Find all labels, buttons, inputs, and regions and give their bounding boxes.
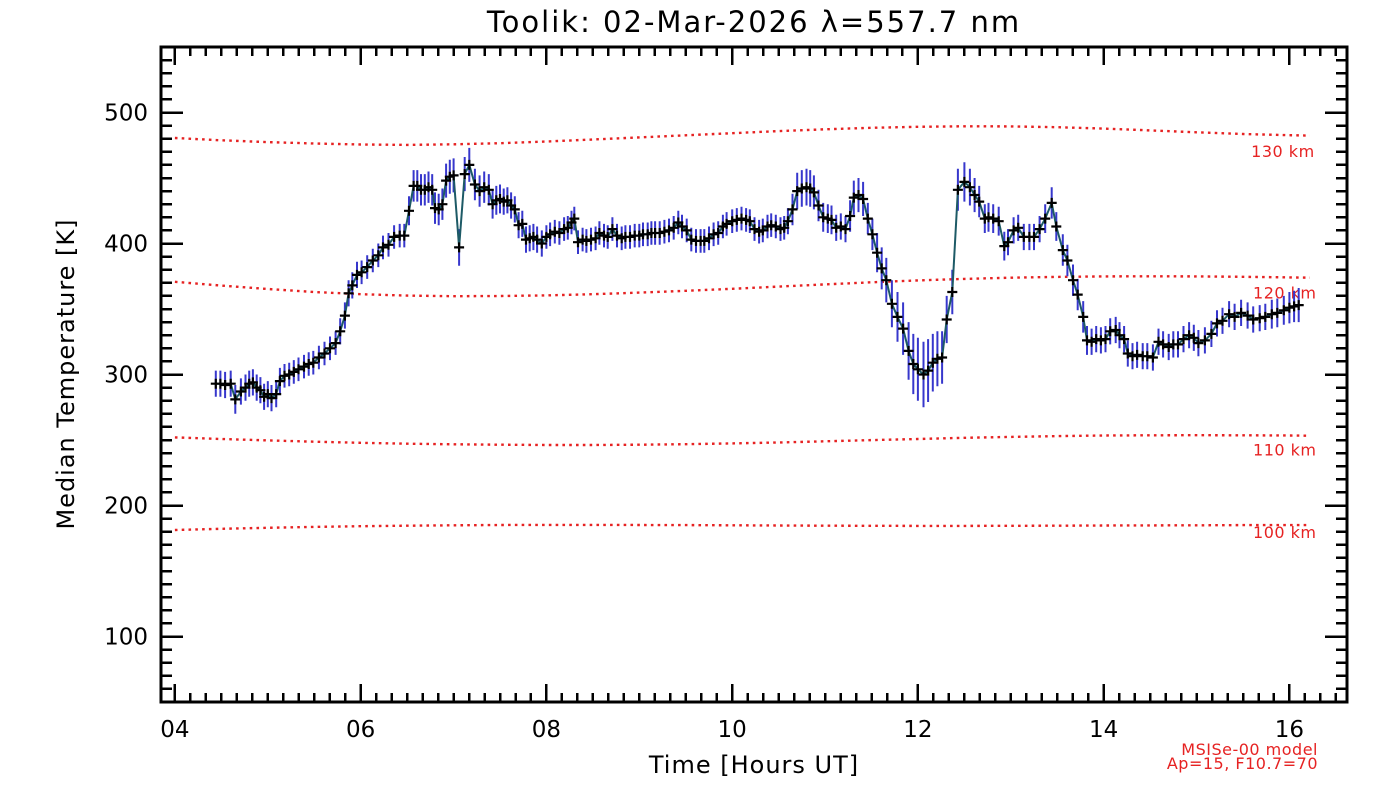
y-tick-labels: 100 200 300 400 500 (104, 101, 148, 651)
x-tick-label: 08 (532, 717, 561, 743)
model-curve-msis-130km (174, 125, 1310, 147)
x-tick-label: 04 (160, 717, 189, 743)
x-tick-label: 06 (346, 717, 375, 743)
model-curve-msis-110km (174, 434, 1310, 447)
x-tick-labels: 04 06 08 10 12 14 16 (160, 717, 1304, 743)
y-tick-label: 100 (104, 625, 148, 651)
model-annotation-line1: MSISe-00 model (1181, 740, 1318, 759)
model-curve-label-msis-120km: 120 km (1253, 283, 1316, 302)
model-curve-msis-100km (174, 523, 1310, 532)
y-tick-label: 500 (104, 101, 148, 127)
error-bars (214, 147, 1300, 414)
model-curve-label-msis-100km: 100 km (1253, 523, 1316, 542)
axis-ticks (161, 47, 1347, 702)
plus-markers (210, 159, 1304, 405)
plot-frame (159, 45, 1349, 704)
chart-title: Toolik: 02-Mar-2026 λ=557.7 nm (486, 5, 1022, 39)
x-tick-label: 16 (1275, 717, 1304, 743)
x-axis-title: Time [Hours UT] (648, 751, 860, 779)
x-tick-label: 12 (903, 717, 932, 743)
x-tick-label: 14 (1089, 717, 1118, 743)
x-tick-label: 10 (718, 717, 747, 743)
y-tick-label: 400 (104, 232, 148, 258)
model-curve-label-msis-130km: 130 km (1251, 142, 1314, 161)
model-annotation-line2: Ap=15, F10.7=70 (1166, 754, 1318, 773)
model-curve-label-msis-110km: 110 km (1253, 440, 1316, 459)
y-tick-label: 200 (104, 494, 148, 520)
y-tick-label: 300 (104, 363, 148, 389)
y-axis-title: Median Temperature [K] (52, 218, 80, 530)
